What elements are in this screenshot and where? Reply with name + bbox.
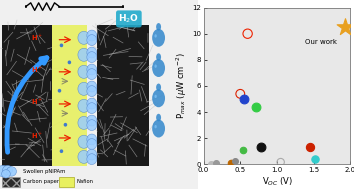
Ellipse shape bbox=[87, 52, 97, 63]
Ellipse shape bbox=[78, 150, 90, 163]
Bar bbox=[2, 25, 52, 166]
Ellipse shape bbox=[87, 69, 97, 80]
Ellipse shape bbox=[87, 81, 97, 92]
Text: H$^+$: H$^+$ bbox=[31, 65, 43, 75]
Text: $i$: $i$ bbox=[73, 0, 78, 2]
Ellipse shape bbox=[87, 98, 97, 109]
Text: Swollen pNIPAm: Swollen pNIPAm bbox=[23, 170, 65, 174]
Ellipse shape bbox=[87, 134, 97, 145]
Point bbox=[229, 162, 234, 165]
Ellipse shape bbox=[78, 135, 90, 148]
Point bbox=[258, 146, 264, 149]
Ellipse shape bbox=[87, 154, 97, 165]
Ellipse shape bbox=[78, 116, 90, 129]
Ellipse shape bbox=[68, 60, 71, 64]
Text: H$^+$: H$^+$ bbox=[31, 131, 43, 141]
Ellipse shape bbox=[87, 115, 97, 126]
Y-axis label: P$_{max}$ ($\mu$W cm$^{-2}$): P$_{max}$ ($\mu$W cm$^{-2}$) bbox=[175, 53, 189, 119]
Ellipse shape bbox=[152, 59, 165, 77]
Point bbox=[240, 149, 246, 152]
Ellipse shape bbox=[154, 64, 157, 68]
Ellipse shape bbox=[0, 165, 9, 177]
Bar bbox=[2, 177, 20, 187]
Ellipse shape bbox=[58, 89, 61, 93]
Point bbox=[278, 161, 284, 164]
Ellipse shape bbox=[156, 84, 161, 91]
Ellipse shape bbox=[87, 35, 97, 46]
Ellipse shape bbox=[154, 125, 157, 128]
Bar bbox=[97, 25, 149, 166]
Ellipse shape bbox=[156, 114, 161, 121]
Ellipse shape bbox=[78, 48, 90, 61]
Point bbox=[238, 92, 243, 95]
Ellipse shape bbox=[152, 89, 165, 107]
Ellipse shape bbox=[2, 165, 12, 175]
Ellipse shape bbox=[64, 123, 67, 127]
Point bbox=[253, 105, 259, 108]
Ellipse shape bbox=[152, 119, 165, 138]
Ellipse shape bbox=[6, 167, 16, 176]
Point bbox=[342, 26, 347, 29]
Ellipse shape bbox=[156, 23, 161, 31]
Ellipse shape bbox=[87, 103, 97, 114]
Ellipse shape bbox=[60, 149, 63, 153]
Ellipse shape bbox=[154, 95, 157, 98]
Ellipse shape bbox=[1, 170, 10, 178]
X-axis label: V$_{OC}$ (V): V$_{OC}$ (V) bbox=[262, 176, 292, 188]
Point bbox=[241, 98, 247, 101]
Text: Nafion: Nafion bbox=[76, 179, 93, 184]
Point bbox=[307, 145, 313, 148]
Ellipse shape bbox=[87, 47, 97, 58]
Ellipse shape bbox=[87, 149, 97, 160]
Ellipse shape bbox=[87, 120, 97, 131]
Point bbox=[213, 162, 219, 165]
Bar bbox=[52, 25, 87, 166]
Ellipse shape bbox=[87, 30, 97, 41]
Ellipse shape bbox=[87, 86, 97, 97]
Ellipse shape bbox=[87, 139, 97, 149]
Text: Carbon paper: Carbon paper bbox=[23, 179, 59, 184]
Text: Our work: Our work bbox=[305, 39, 337, 45]
Ellipse shape bbox=[154, 34, 157, 38]
Text: H$^+$: H$^+$ bbox=[31, 97, 43, 107]
Ellipse shape bbox=[152, 29, 165, 47]
Point bbox=[312, 157, 318, 160]
Point bbox=[208, 162, 214, 165]
Ellipse shape bbox=[87, 64, 97, 75]
Bar bbox=[59, 177, 74, 187]
Point bbox=[245, 32, 251, 35]
Ellipse shape bbox=[78, 82, 90, 95]
Ellipse shape bbox=[78, 31, 90, 44]
Text: H$^+$: H$^+$ bbox=[31, 33, 43, 43]
Text: H$_2$O: H$_2$O bbox=[118, 13, 139, 25]
Ellipse shape bbox=[78, 65, 90, 78]
Ellipse shape bbox=[60, 43, 63, 47]
Ellipse shape bbox=[156, 53, 161, 61]
Point bbox=[232, 159, 238, 162]
Ellipse shape bbox=[78, 99, 90, 112]
